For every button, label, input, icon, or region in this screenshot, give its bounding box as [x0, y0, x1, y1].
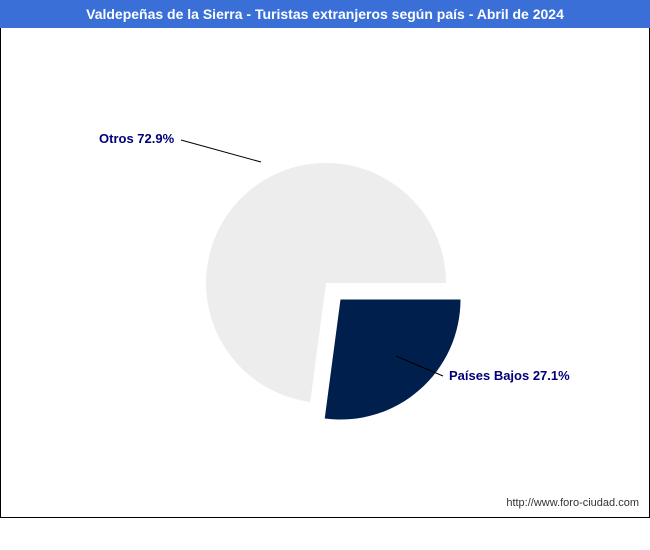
chart-container: Otros 72.9% Países Bajos 27.1% http://www…	[0, 28, 650, 518]
pie-chart-svg	[1, 28, 650, 518]
chart-title: Valdepeñas de la Sierra - Turistas extra…	[86, 6, 564, 22]
slice-label-otros: Otros 72.9%	[99, 131, 174, 146]
chart-title-bar: Valdepeñas de la Sierra - Turistas extra…	[0, 0, 650, 28]
pie-slice-paises-bajos	[325, 300, 461, 420]
label-leader-line	[181, 140, 261, 162]
source-link: http://www.foro-ciudad.com	[506, 497, 639, 509]
slice-label-paises-bajos: Países Bajos 27.1%	[449, 368, 570, 383]
